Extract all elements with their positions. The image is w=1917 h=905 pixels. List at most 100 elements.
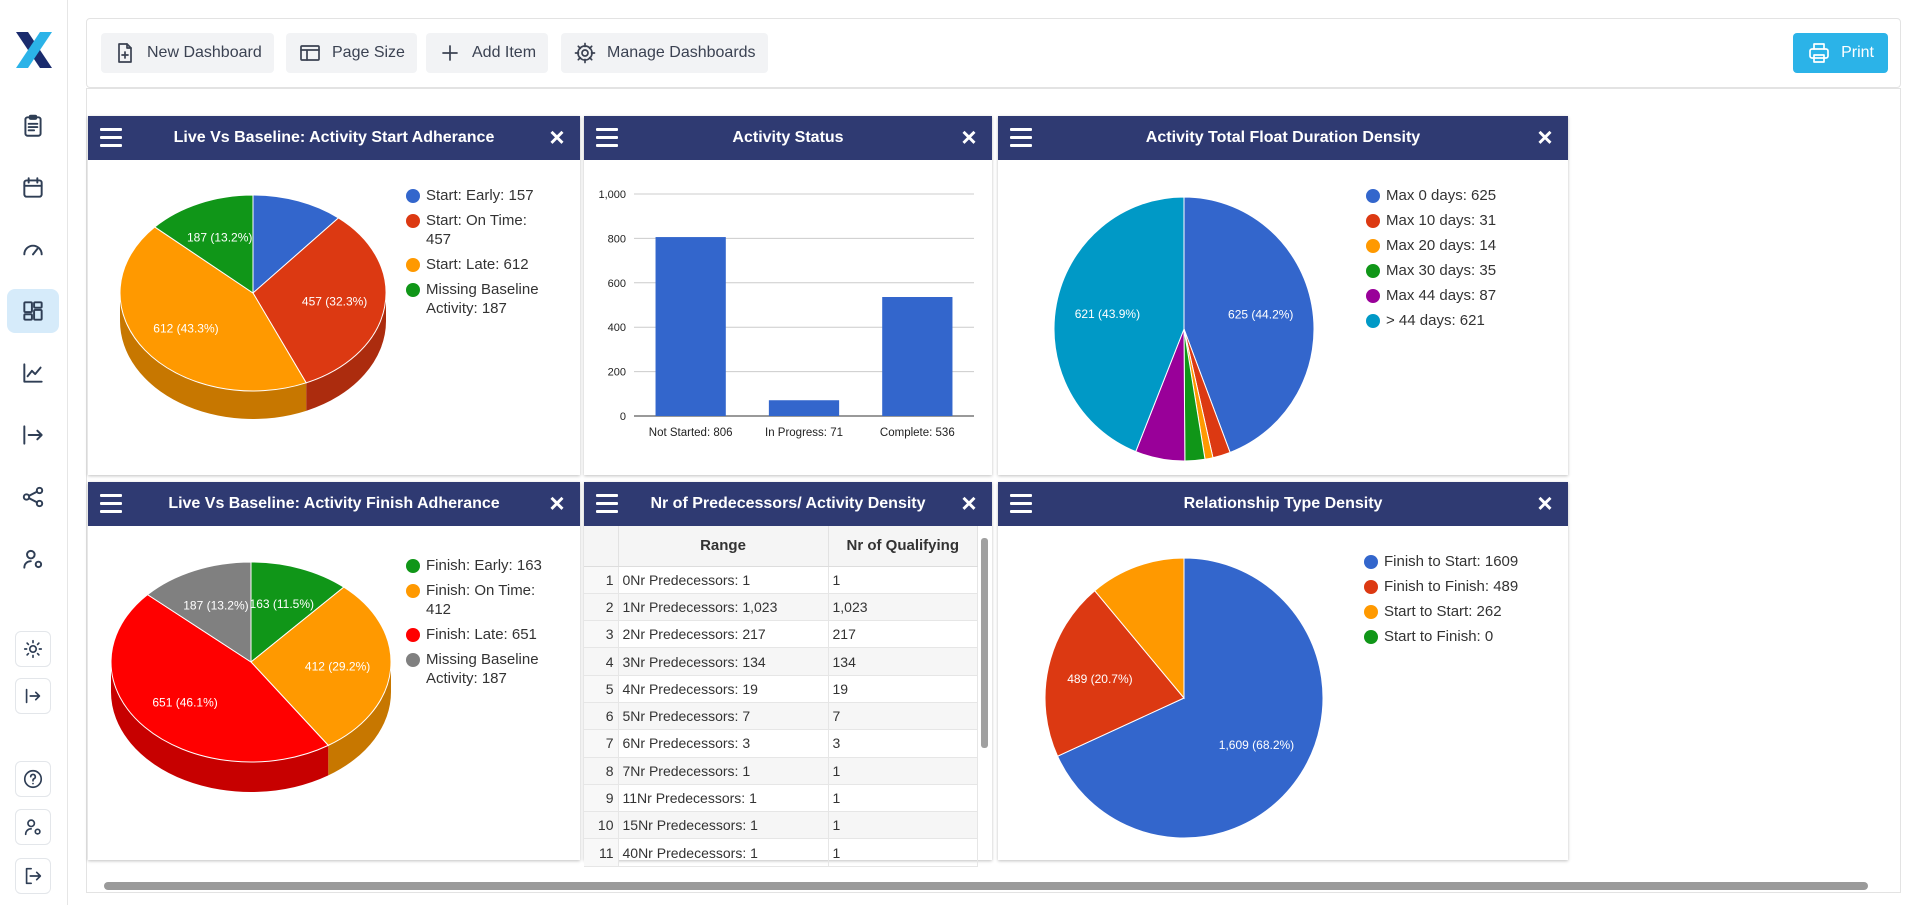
page-size-button[interactable]: Page Size (286, 33, 417, 73)
x-tick-label: Complete: 536 (880, 427, 955, 439)
qualifying-cell: 1,023 (828, 593, 978, 622)
qualifying-cell: 3 (828, 729, 978, 758)
range-cell: 4Nr Predecessors: 19 (618, 675, 829, 703)
legend-label: Max 10 days: 31 (1386, 212, 1497, 229)
close-icon[interactable]: × (961, 488, 977, 518)
legend-label: Max 20 days: 14 (1386, 237, 1497, 254)
legend-item[interactable]: Max 20 days: 14 (1366, 236, 1566, 255)
pie-slice[interactable] (119, 226, 307, 392)
print-button[interactable]: Print (1793, 33, 1888, 73)
legend-item[interactable]: Start: Late: 612 (406, 255, 556, 274)
range-header[interactable]: Range (618, 526, 829, 567)
pie-slice[interactable] (1094, 557, 1185, 700)
bar[interactable] (882, 297, 953, 416)
bar[interactable] (655, 237, 726, 416)
panel-title: Nr of Predecessors/ Activity Density (650, 495, 926, 512)
hamburger-menu-icon[interactable] (596, 494, 618, 514)
close-icon[interactable]: × (961, 122, 977, 152)
new-dashboard-button[interactable]: New Dashboard (101, 33, 274, 73)
clipboard-icon[interactable] (7, 104, 59, 148)
pie-slice[interactable] (250, 586, 392, 746)
calendar-icon[interactable] (7, 166, 59, 210)
panel-title: Live Vs Baseline: Activity Finish Adhera… (168, 495, 500, 512)
bar[interactable] (768, 400, 840, 416)
legend-item[interactable]: > 44 days: 621 (1366, 311, 1566, 330)
table-row[interactable]: 5 4Nr Predecessors: 19 19 (584, 675, 978, 703)
legend-item[interactable]: Finish to Finish: 489 (1364, 577, 1564, 596)
legend-item[interactable]: Max 0 days: 625 (1366, 186, 1566, 205)
hamburger-menu-icon[interactable] (1010, 494, 1032, 514)
pie-slice-label: 489 (20.7%) (1067, 672, 1132, 686)
share-icon[interactable] (7, 475, 59, 519)
line-chart-icon[interactable] (7, 351, 59, 395)
legend-item[interactable]: Max 44 days: 87 (1366, 286, 1566, 305)
export-arrow-icon[interactable] (7, 413, 59, 457)
legend-label: Start: Early: 157 (426, 187, 534, 204)
legend-item[interactable]: Missing Baseline Activity: 187 (406, 650, 556, 688)
logout-icon[interactable] (15, 858, 51, 894)
manage-dashboards-label: Manage Dashboards (607, 44, 756, 61)
legend-item[interactable]: Finish: Late: 651 (406, 625, 556, 644)
y-tick-label: 400 (608, 322, 626, 334)
qualifying-header[interactable]: Nr of Qualifying (828, 526, 978, 567)
table-row[interactable]: 3 2Nr Predecessors: 217 217 (584, 620, 978, 649)
panel-relationship: Relationship Type Density × 1,609 (68.2%… (998, 482, 1568, 860)
close-icon[interactable]: × (1537, 122, 1553, 152)
gauge-icon[interactable] (7, 228, 59, 272)
legend-swatch (406, 584, 420, 598)
legend-item[interactable]: Start: On Time: 457 (406, 211, 556, 249)
close-icon[interactable]: × (549, 122, 565, 152)
hamburger-menu-icon[interactable] (100, 494, 122, 514)
hamburger-menu-icon[interactable] (1010, 128, 1032, 148)
pie-slice[interactable] (250, 561, 345, 664)
legend-item[interactable]: Start to Start: 262 (1364, 602, 1564, 621)
theme-sun-icon[interactable] (15, 631, 51, 667)
add-item-button[interactable]: Add Item (426, 33, 549, 73)
collapse-sidebar-icon[interactable] (15, 678, 51, 714)
manage-dashboards-button[interactable]: Manage Dashboards (561, 33, 768, 73)
hamburger-menu-icon[interactable] (100, 128, 122, 148)
pie-slice[interactable] (252, 217, 387, 384)
pie-slice[interactable] (1053, 196, 1185, 453)
pie-slice[interactable] (252, 194, 340, 295)
table-row[interactable]: 4 3Nr Predecessors: 134 134 (584, 647, 978, 676)
pie-slice[interactable] (153, 194, 254, 294)
legend-item[interactable]: Missing Baseline Activity: 187 (406, 280, 556, 318)
legend-item[interactable]: Start to Finish: 0 (1364, 627, 1564, 646)
pie-slice[interactable] (146, 561, 252, 663)
pie-slice[interactable] (1056, 557, 1324, 839)
legend-swatch (406, 283, 420, 297)
pie-slice[interactable] (1044, 589, 1185, 757)
legend-item[interactable]: Finish: On Time: 412 (406, 581, 556, 619)
relationship-pie: 1,609 (68.2%) 489 (20.7%) (1044, 557, 1324, 839)
legend-item[interactable]: Finish: Early: 163 (406, 556, 556, 575)
legend-item[interactable]: Max 30 days: 35 (1366, 261, 1566, 280)
close-icon[interactable]: × (1537, 488, 1553, 518)
app-logo[interactable] (12, 28, 56, 72)
table-vertical-scrollbar[interactable] (978, 526, 990, 867)
y-tick-label: 200 (608, 367, 626, 379)
legend-item[interactable]: Max 10 days: 31 (1366, 211, 1566, 230)
help-icon[interactable] (15, 761, 51, 797)
canvas-horizontal-scrollbar[interactable] (88, 878, 1900, 892)
pie-slice[interactable] (110, 594, 330, 763)
pie-slice[interactable] (1183, 196, 1315, 454)
account-settings-icon[interactable] (15, 809, 51, 845)
row-index: 1 (584, 566, 619, 594)
close-icon[interactable]: × (549, 488, 565, 518)
hamburger-menu-icon[interactable] (596, 128, 618, 148)
y-tick-label: 800 (608, 233, 626, 245)
user-settings-icon[interactable] (7, 537, 59, 581)
panel-title: Relationship Type Density (1183, 495, 1383, 512)
table-row[interactable]: 2 1Nr Predecessors: 1,023 1,023 (584, 593, 978, 622)
dashboard-icon[interactable] (7, 289, 59, 333)
legend-item[interactable]: Finish to Start: 1609 (1364, 552, 1564, 571)
legend-item[interactable]: Start: Early: 157 (406, 186, 556, 205)
